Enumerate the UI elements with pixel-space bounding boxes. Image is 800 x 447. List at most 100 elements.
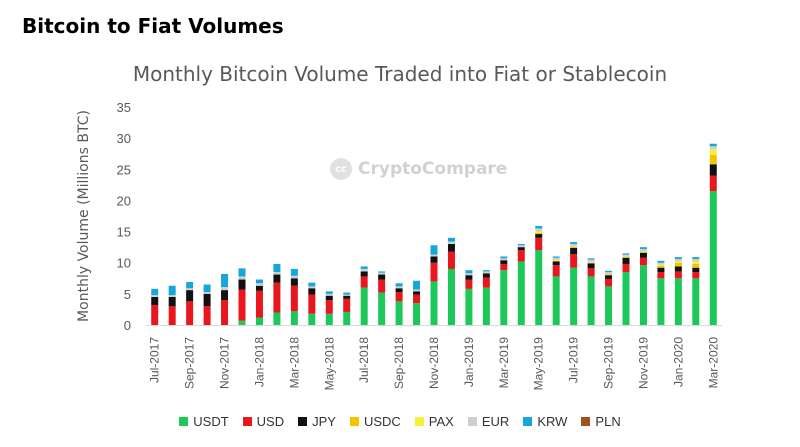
bar-segment-krw xyxy=(605,270,613,273)
bar-segment-eur xyxy=(465,273,473,276)
bar-segment-eur xyxy=(430,254,438,257)
bar-segment-usdt xyxy=(343,311,351,325)
bar-segment-usdc xyxy=(622,257,630,258)
x-tick-label: Sep-2019 xyxy=(602,337,616,389)
bar-segment-krw xyxy=(203,284,211,292)
bar-segment-jpy xyxy=(482,273,490,278)
bar-segment-pax xyxy=(570,246,578,248)
bar-segment-krw xyxy=(535,225,543,229)
bar-segment-eur xyxy=(482,271,490,274)
bar-segment-krw xyxy=(343,292,351,295)
bar-segment-usd xyxy=(622,263,630,273)
bar-segment-jpy xyxy=(674,266,682,272)
legend-label: JPY xyxy=(312,414,336,429)
bar-segment-jpy xyxy=(290,278,298,286)
bar-segment-usdc xyxy=(674,262,682,267)
legend-item-pln: PLN xyxy=(581,414,621,429)
legend-label: EUR xyxy=(481,414,510,429)
x-tick-label: Sep-2018 xyxy=(392,337,406,389)
bar-segment-pax xyxy=(587,262,595,263)
legend-swatch xyxy=(179,417,189,426)
bar-segment-usdt xyxy=(517,261,525,325)
bar-segment-jpy xyxy=(395,288,403,292)
bar-segment-usdt xyxy=(657,278,665,325)
y-tick-label: 10 xyxy=(117,256,131,271)
legend-swatch xyxy=(298,417,308,426)
x-tick-label: May-2019 xyxy=(532,337,546,391)
legend-label: USDC xyxy=(363,414,401,429)
bar-segment-eur xyxy=(378,272,386,275)
bar-segment-usdt xyxy=(482,287,490,325)
x-tick-label: Mar-2020 xyxy=(706,337,720,389)
legend-item-usd: USD xyxy=(242,414,284,429)
bar-segment-krw xyxy=(360,266,368,269)
legend-swatch xyxy=(242,417,252,426)
x-tick-label: Nov-2018 xyxy=(427,337,441,389)
bar-segment-krw xyxy=(692,257,700,259)
bar-segment-krw xyxy=(221,273,229,288)
bar-segment-eur xyxy=(605,272,613,274)
bar-segment-usdt xyxy=(500,270,508,325)
bar-segment-usdt xyxy=(308,313,316,325)
bar-segment-usdt xyxy=(395,301,403,325)
bar-segment-usd xyxy=(535,237,543,251)
bar-segment-usdc xyxy=(657,265,665,268)
bar-segment-krw xyxy=(255,279,263,284)
bar-segment-eur xyxy=(168,295,176,297)
bar-segment-usd xyxy=(255,290,263,318)
bar-segment-usd xyxy=(552,265,560,277)
bar-segment-usd xyxy=(430,262,438,282)
bar-segment-jpy xyxy=(308,288,316,295)
x-tick-label: Jan-2018 xyxy=(252,337,266,387)
bar-segment-eur xyxy=(238,276,246,280)
bar-segment-jpy xyxy=(570,247,578,254)
x-tick-label: Mar-2019 xyxy=(497,337,511,389)
bar-segment-jpy xyxy=(465,275,473,280)
bar-segment-usd xyxy=(709,175,717,192)
y-tick-label: 25 xyxy=(117,162,131,177)
bar-segment-usdt xyxy=(413,303,421,325)
bar-segment-eur xyxy=(221,287,229,291)
bar-segment-usd xyxy=(447,251,455,269)
bar-segment-pax xyxy=(692,261,700,264)
cryptocompare-logo-icon: cc xyxy=(330,158,352,180)
bar-segment-usdt xyxy=(535,250,543,325)
bar-segment-eur xyxy=(657,262,665,265)
watermark-text: CryptoCompare xyxy=(358,159,508,179)
y-tick-label: 20 xyxy=(117,193,131,208)
legend-item-usdt: USDT xyxy=(179,414,229,429)
bar-segment-krw xyxy=(378,271,386,273)
bar-segment-jpy xyxy=(605,275,613,279)
legend-label: USDT xyxy=(193,414,229,429)
bar-segment-jpy xyxy=(587,263,595,269)
chart-legend: USDT USD JPY USDC PAX EUR KRW PLN xyxy=(0,414,800,429)
bar-segment-usdc xyxy=(605,274,613,276)
bar-segment-krw xyxy=(482,270,490,272)
bar-segment-usd xyxy=(378,279,386,293)
bar-segment-krw xyxy=(674,257,682,259)
bar-segment-jpy xyxy=(639,252,647,258)
bar-segment-eur xyxy=(587,259,595,263)
bar-segment-krw xyxy=(273,263,281,273)
bar-segment-jpy xyxy=(692,267,700,273)
bar-segment-usdc xyxy=(692,263,700,268)
legend-item-pax: PAX xyxy=(414,414,454,429)
bar-segment-jpy xyxy=(622,257,630,264)
page-heading: Bitcoin to Fiat Volumes xyxy=(22,14,284,38)
bar-segment-krw xyxy=(186,282,194,289)
bar-segment-krw xyxy=(622,253,630,255)
bar-segment-eur xyxy=(709,146,717,150)
bar-segment-usd xyxy=(168,306,176,325)
bar-segment-usdt xyxy=(674,278,682,325)
bar-segment-usd xyxy=(674,271,682,279)
bar-segment-pax xyxy=(674,261,682,263)
bar-segment-pax xyxy=(709,149,717,155)
legend-swatch xyxy=(523,417,533,426)
bar-segment-usd xyxy=(482,277,490,288)
bar-segment-krw xyxy=(570,242,578,245)
bar-segment-jpy xyxy=(238,279,246,290)
bar-segment-pax xyxy=(605,273,613,275)
bar-segment-eur xyxy=(674,258,682,262)
bar-segment-eur xyxy=(151,295,159,297)
bar-segment-usdt xyxy=(255,317,263,325)
